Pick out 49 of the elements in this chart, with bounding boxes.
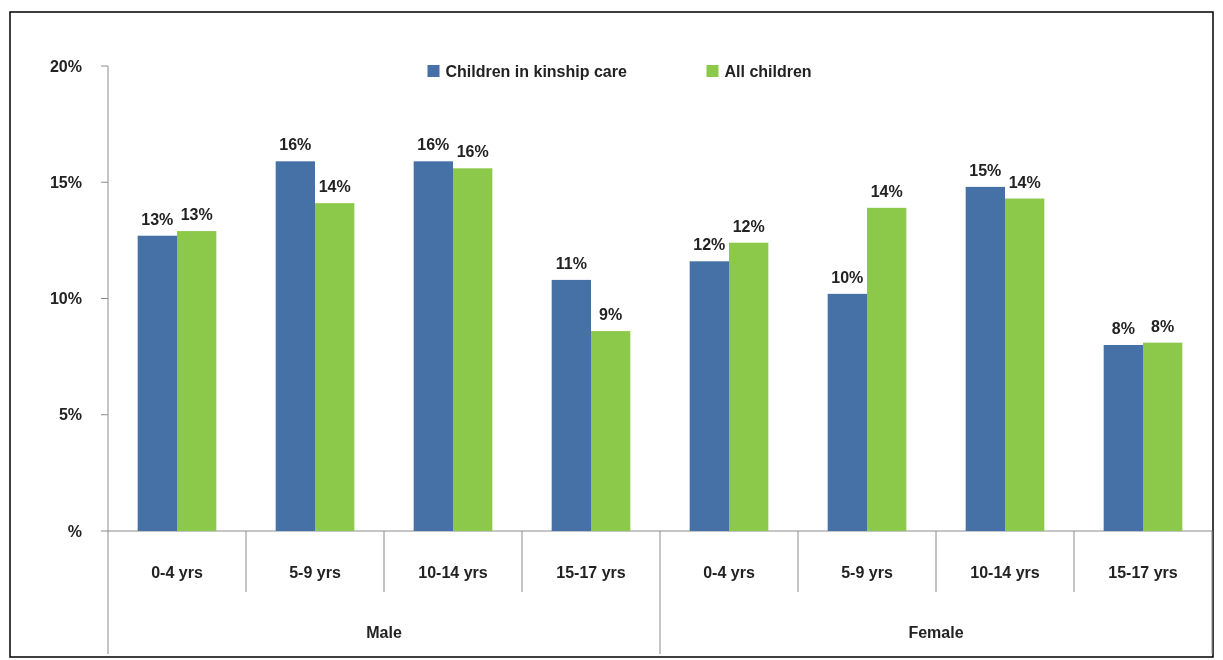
x-tick-label: 5-9 yrs	[289, 563, 341, 581]
x-tick-label: 15-17 yrs	[556, 563, 626, 581]
data-label: 16%	[456, 143, 489, 161]
data-label: 13%	[180, 206, 213, 224]
bar	[1143, 342, 1183, 531]
bar	[315, 203, 355, 531]
x-tick-label: 0-4 yrs	[151, 563, 203, 581]
data-label: 9%	[599, 306, 623, 324]
data-label: 12%	[693, 236, 726, 254]
data-label: 15%	[969, 161, 1002, 179]
x-tick-label: 0-4 yrs	[703, 563, 755, 581]
x-tick-label: 15-17 yrs	[1108, 563, 1178, 581]
bar	[729, 242, 769, 531]
data-label: 10%	[831, 268, 864, 286]
bar	[137, 235, 177, 531]
y-tick-label: %	[67, 522, 82, 540]
y-tick-label: 15%	[49, 173, 82, 191]
x-tick-label: 5-9 yrs	[841, 563, 893, 581]
data-label: 16%	[279, 136, 312, 154]
bar	[177, 231, 217, 531]
bar	[551, 279, 591, 531]
text: Male	[366, 623, 402, 641]
data-label: 11%	[555, 254, 587, 272]
legend-label: All children	[724, 62, 812, 80]
bar	[1103, 345, 1143, 531]
data-label: 8%	[1111, 320, 1135, 337]
legend-label: Children in kinship care	[445, 62, 627, 80]
data-label: 13%	[141, 210, 174, 228]
data-label: 14%	[318, 178, 351, 196]
data-label: 14%	[870, 182, 903, 200]
y-tick-label: 10%	[49, 290, 82, 307]
y-tick-label: 20%	[49, 57, 82, 75]
data-label: 12%	[732, 217, 765, 235]
bar	[867, 207, 907, 531]
y-tick-label: 5%	[58, 406, 82, 424]
bar	[965, 186, 1005, 531]
bar	[453, 168, 493, 531]
data-label: 14%	[1008, 173, 1041, 191]
bar	[591, 331, 631, 531]
data-label: 16%	[417, 136, 450, 154]
bar	[827, 293, 867, 531]
x-tick-label: 10-14 yrs	[418, 563, 488, 581]
bar	[1005, 198, 1045, 531]
text: Female	[908, 623, 964, 641]
bar	[413, 161, 453, 531]
bar	[275, 161, 315, 531]
data-label: 8%	[1151, 317, 1175, 335]
x-tick-label: 10-14 yrs	[970, 563, 1040, 581]
bar	[689, 261, 729, 531]
